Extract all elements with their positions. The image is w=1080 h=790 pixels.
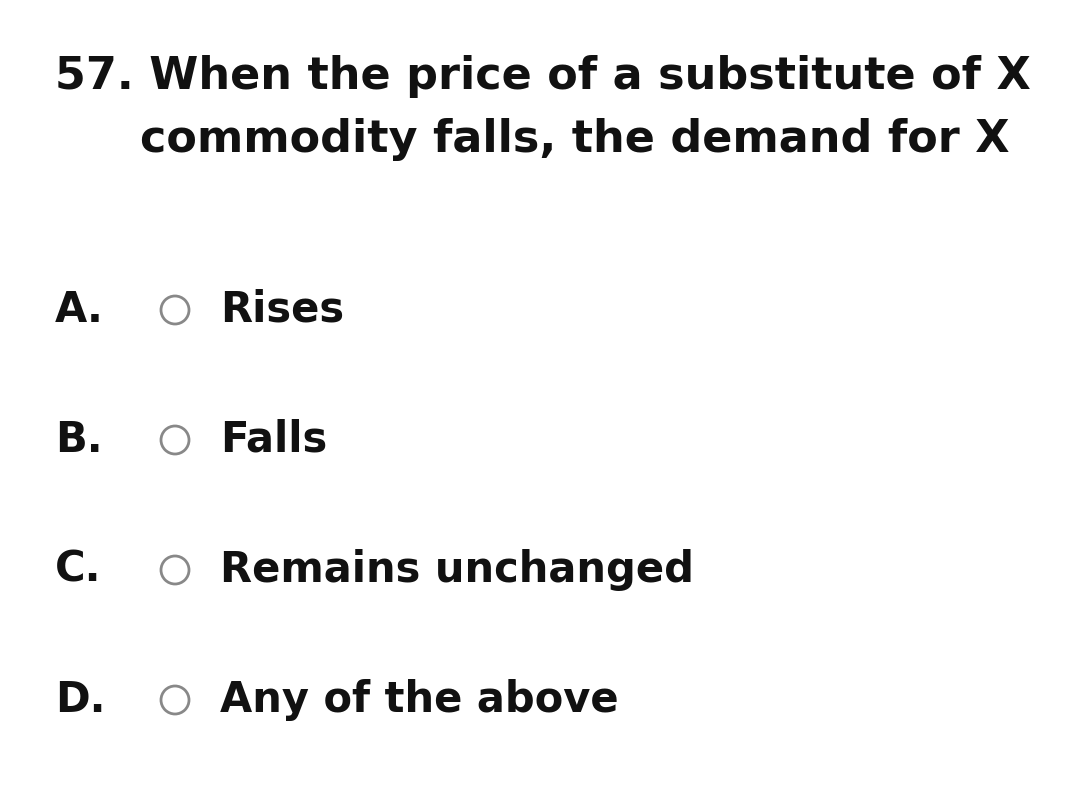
Text: A.: A. xyxy=(55,289,104,331)
Text: D.: D. xyxy=(55,679,106,721)
Text: Any of the above: Any of the above xyxy=(220,679,619,721)
Text: B.: B. xyxy=(55,419,103,461)
Circle shape xyxy=(161,426,189,454)
Text: commodity falls, the demand for X: commodity falls, the demand for X xyxy=(140,118,1010,161)
Circle shape xyxy=(161,556,189,584)
Circle shape xyxy=(161,686,189,714)
Text: 57. When the price of a substitute of X: 57. When the price of a substitute of X xyxy=(55,55,1030,98)
Text: C.: C. xyxy=(55,549,102,591)
Circle shape xyxy=(161,296,189,324)
Text: Remains unchanged: Remains unchanged xyxy=(220,549,694,591)
Text: Rises: Rises xyxy=(220,289,345,331)
Text: Falls: Falls xyxy=(220,419,327,461)
